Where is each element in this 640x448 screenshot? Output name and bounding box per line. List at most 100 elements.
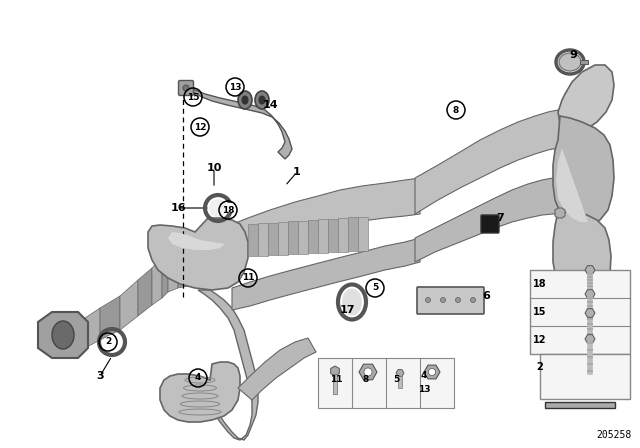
Text: 5: 5 [372, 284, 378, 293]
Text: 12: 12 [533, 335, 547, 345]
Polygon shape [398, 376, 402, 388]
Polygon shape [587, 318, 593, 320]
Polygon shape [555, 208, 565, 218]
Polygon shape [587, 276, 593, 278]
Polygon shape [338, 218, 348, 251]
Polygon shape [348, 217, 358, 251]
Text: 1: 1 [293, 167, 301, 177]
Text: 13: 13 [228, 82, 241, 91]
Polygon shape [85, 308, 100, 348]
Polygon shape [298, 221, 308, 254]
Polygon shape [587, 309, 593, 311]
FancyBboxPatch shape [318, 358, 454, 408]
Polygon shape [232, 238, 420, 310]
Polygon shape [545, 402, 615, 408]
Polygon shape [278, 222, 288, 254]
Polygon shape [553, 212, 611, 304]
Polygon shape [587, 305, 593, 307]
Polygon shape [587, 279, 593, 281]
Text: 2: 2 [105, 337, 111, 346]
Polygon shape [183, 82, 292, 159]
Text: 15: 15 [187, 92, 199, 102]
Text: 2: 2 [536, 362, 543, 372]
Polygon shape [318, 220, 328, 253]
Text: 18: 18 [533, 279, 547, 289]
Text: 4: 4 [195, 374, 201, 383]
Polygon shape [358, 217, 368, 250]
Text: 7: 7 [496, 213, 504, 223]
Polygon shape [214, 178, 420, 258]
Text: 11: 11 [242, 273, 254, 283]
Text: 9: 9 [569, 50, 577, 60]
Text: 14: 14 [262, 100, 278, 110]
Ellipse shape [242, 96, 248, 104]
Text: 16: 16 [170, 203, 186, 213]
Text: 13: 13 [418, 385, 430, 395]
Polygon shape [587, 323, 593, 325]
Polygon shape [415, 178, 560, 262]
Polygon shape [160, 362, 240, 422]
Polygon shape [188, 236, 200, 286]
Ellipse shape [342, 289, 362, 315]
Ellipse shape [259, 96, 265, 104]
Polygon shape [152, 258, 162, 305]
Polygon shape [333, 374, 337, 394]
Polygon shape [168, 232, 225, 250]
Polygon shape [587, 313, 593, 315]
Polygon shape [587, 273, 593, 275]
Polygon shape [587, 342, 593, 344]
Circle shape [364, 368, 372, 376]
Ellipse shape [52, 321, 74, 349]
Text: 8: 8 [363, 375, 369, 384]
Polygon shape [226, 203, 234, 213]
Text: 6: 6 [482, 291, 490, 301]
Polygon shape [587, 338, 593, 340]
Polygon shape [198, 290, 258, 440]
Ellipse shape [426, 297, 431, 302]
Polygon shape [558, 65, 614, 135]
Polygon shape [258, 224, 268, 255]
Polygon shape [162, 250, 168, 298]
Ellipse shape [238, 91, 252, 109]
Polygon shape [556, 148, 588, 222]
Polygon shape [100, 296, 120, 340]
Text: 18: 18 [221, 206, 234, 215]
Polygon shape [415, 110, 565, 214]
Text: 15: 15 [533, 307, 547, 317]
FancyBboxPatch shape [481, 215, 499, 233]
Polygon shape [580, 60, 588, 64]
Polygon shape [248, 224, 258, 256]
Polygon shape [308, 220, 318, 253]
Polygon shape [587, 301, 593, 303]
FancyBboxPatch shape [530, 270, 630, 354]
Polygon shape [587, 363, 593, 365]
Polygon shape [553, 116, 614, 224]
Polygon shape [268, 223, 278, 255]
Text: 11: 11 [330, 375, 342, 384]
Polygon shape [587, 349, 593, 351]
Text: 17: 17 [339, 305, 355, 315]
FancyBboxPatch shape [179, 81, 193, 95]
Ellipse shape [255, 91, 269, 109]
Polygon shape [200, 234, 214, 284]
Ellipse shape [470, 297, 476, 302]
Circle shape [183, 85, 189, 91]
Ellipse shape [105, 335, 119, 349]
Ellipse shape [559, 53, 581, 71]
Ellipse shape [440, 297, 445, 302]
Text: 4: 4 [421, 371, 427, 380]
Polygon shape [168, 244, 178, 292]
Polygon shape [587, 333, 593, 335]
FancyBboxPatch shape [540, 354, 630, 399]
Text: 205258: 205258 [596, 430, 632, 440]
Polygon shape [328, 219, 338, 252]
Polygon shape [148, 218, 248, 290]
Polygon shape [587, 356, 593, 358]
Polygon shape [288, 221, 298, 254]
Polygon shape [178, 240, 188, 288]
FancyBboxPatch shape [417, 287, 484, 314]
Text: 12: 12 [194, 122, 206, 132]
Polygon shape [120, 280, 138, 330]
Text: 3: 3 [96, 371, 104, 381]
Polygon shape [587, 297, 593, 299]
